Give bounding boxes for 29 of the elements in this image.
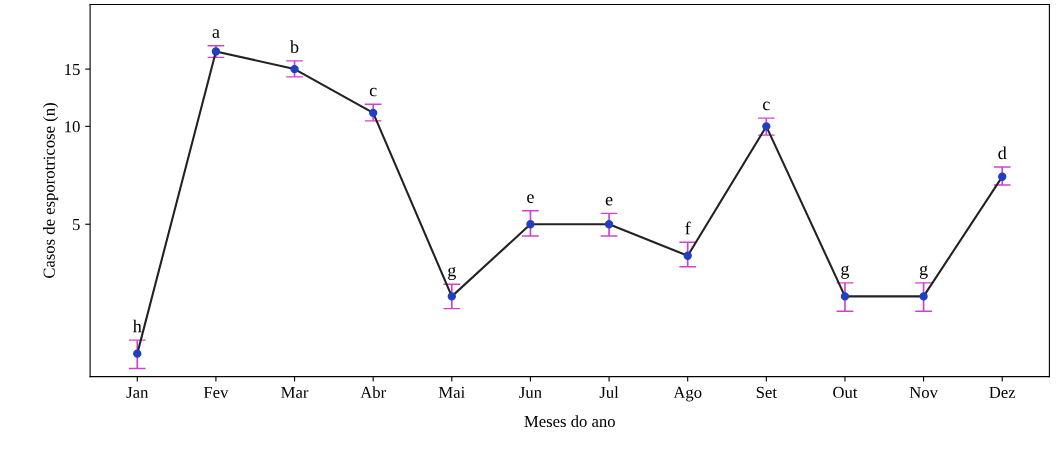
- x-tick-label: Set: [756, 386, 777, 399]
- annotation: g: [448, 266, 456, 281]
- y-tick-label: 10: [65, 121, 80, 133]
- x-tick-label: Nov: [909, 386, 938, 399]
- x-tick-label: Out: [833, 386, 858, 399]
- y-tick-label: 15: [65, 63, 80, 76]
- x-tick-label: Abr: [360, 386, 386, 399]
- y-tick-label: 5: [73, 219, 80, 231]
- x-tick-label: Jan: [126, 386, 149, 399]
- annotation: a: [212, 29, 220, 38]
- annotation: e: [527, 194, 534, 203]
- annotation: f: [685, 221, 691, 235]
- annotation: b: [290, 40, 299, 54]
- x-tick-label: Jun: [519, 386, 542, 399]
- x-axis-title: Meses do ano: [524, 415, 615, 428]
- y-axis-title: Casos de esporotricose (n): [43, 103, 59, 279]
- annotation: c: [763, 101, 770, 111]
- x-tick-label: Mar: [281, 386, 309, 399]
- x-tick-label: Jul: [599, 386, 619, 399]
- annotation: g: [919, 265, 928, 279]
- x-tick-label: Fev: [203, 386, 229, 399]
- annotation: d: [998, 146, 1007, 160]
- annotation: g: [841, 265, 850, 279]
- annotation: e: [605, 196, 613, 206]
- x-tick-label: Mai: [438, 386, 465, 399]
- annotation: c: [369, 87, 377, 97]
- annotation: h: [132, 319, 142, 333]
- x-tick-label: Dez: [989, 386, 1016, 399]
- x-tick-label: Ago: [673, 386, 702, 402]
